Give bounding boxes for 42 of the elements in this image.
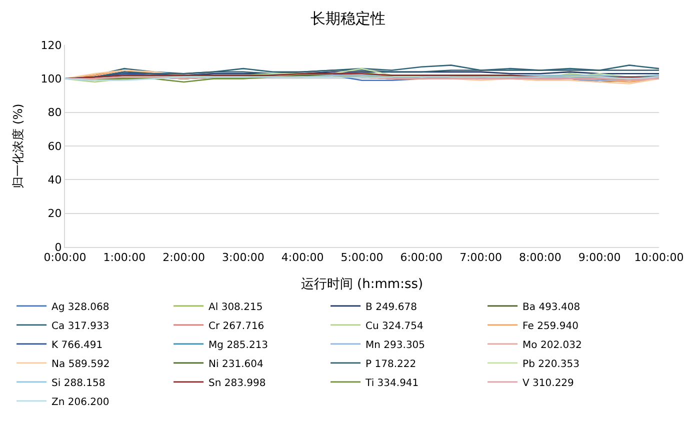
legend-label: Sn 283.998 [208, 378, 266, 389]
legend-label: Ca 317.933 [52, 320, 110, 332]
y-tick-label: 120 [40, 38, 62, 52]
y-tick-label: 0 [54, 240, 62, 254]
y-tick-label: 40 [48, 174, 62, 187]
x-tick-label: 10:00:00 [634, 251, 684, 264]
y-tick-label: 80 [48, 106, 62, 120]
legend-label: P 178.222 [366, 358, 416, 370]
legend-label: Ni 231.604 [208, 358, 264, 370]
legend-label: Pb 220.353 [522, 358, 580, 370]
legend-label: Mn 293.305 [366, 340, 426, 351]
y-tick-label: 60 [48, 140, 62, 153]
x-tick-label: 7:00:00 [460, 251, 502, 264]
y-tick-label: 20 [48, 207, 62, 220]
legend-label: Ti 334.941 [364, 378, 419, 389]
legend-label: Ag 328.068 [52, 302, 110, 313]
x-tick-label: 8:00:00 [518, 251, 562, 264]
legend-label: Ba 493.408 [522, 302, 580, 313]
legend-label: V 310.229 [522, 378, 574, 389]
legend-label: Na 589.592 [52, 358, 110, 370]
x-tick-label: 1:00:00 [103, 251, 146, 264]
x-tick-label: 6:00:00 [400, 251, 443, 264]
legend-label: Zn 206.200 [52, 396, 110, 408]
x-tick-label: 3:00:00 [222, 251, 264, 264]
x-tick-label: 2:00:00 [162, 251, 206, 264]
legend-label: Al 308.215 [208, 302, 263, 313]
legend-label: Si 288.158 [52, 378, 106, 389]
legend-label: Mo 202.032 [522, 340, 582, 351]
x-tick-label: 9:00:00 [578, 251, 621, 264]
legend-label: Cr 267.716 [208, 320, 264, 332]
y-tick-label: 100 [40, 72, 62, 86]
legend-label: Fe 259.940 [522, 320, 578, 332]
chart-title: 长期稳定性 [310, 9, 386, 28]
y-axis-title: 归一化浓度 (%) [11, 104, 26, 188]
x-tick-label: 4:00:00 [281, 251, 324, 264]
x-tick-label: 0:00:00 [44, 251, 86, 264]
legend-label: K 766.491 [52, 340, 103, 351]
legend-label: B 249.678 [366, 302, 417, 313]
x-axis-title: 运行时间 (h:mm:ss) [300, 276, 424, 292]
x-tick-label: 5:00:00 [340, 251, 384, 264]
legend-label: Cu 324.754 [366, 320, 424, 332]
legend-label: Mg 285.213 [208, 340, 268, 351]
